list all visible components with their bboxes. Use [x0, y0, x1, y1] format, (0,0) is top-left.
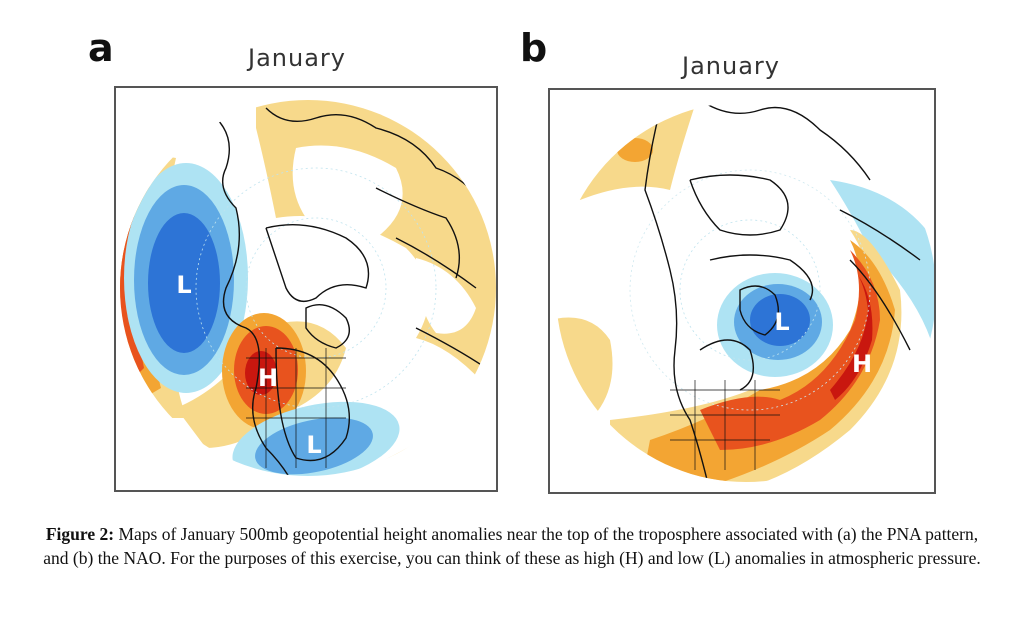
caption-label: Figure 2:: [45, 524, 115, 544]
latitude-line: [195, 167, 437, 409]
nao-map: L H: [556, 102, 934, 482]
anomaly-high-mid: [640, 240, 895, 482]
low-marker: L: [176, 271, 191, 299]
latitude-line: [245, 217, 387, 359]
anomaly-high-mid: [617, 138, 653, 162]
high-marker: H: [852, 350, 872, 378]
anomaly-low-strong: [148, 213, 220, 353]
panel-b-title: January: [682, 52, 780, 80]
coastlines: [644, 102, 921, 482]
neutral-region: [416, 258, 476, 334]
anomaly-high-max: [830, 275, 873, 400]
latitude-line: [679, 219, 821, 361]
anomaly-high-max: [245, 351, 277, 395]
low-marker: L: [774, 308, 789, 336]
panel-b-letter: b: [520, 26, 548, 70]
pna-map: L H L: [120, 100, 496, 476]
high-marker: H: [258, 364, 278, 392]
anomaly-low-light: [830, 180, 934, 350]
state-borders: [246, 348, 346, 468]
panel-a-letter: a: [88, 26, 114, 70]
anomaly-low-strong: [750, 294, 810, 346]
low-marker: L: [306, 431, 321, 459]
neutral-region: [292, 145, 403, 238]
coastlines: [215, 107, 487, 476]
map-panel-a: L H L: [114, 86, 498, 492]
latitude-line: [629, 169, 871, 411]
state-borders: [670, 380, 780, 470]
figure-caption: Figure 2: Maps of January 500mb geopoten…: [40, 522, 984, 570]
map-panel-b: L H: [548, 88, 936, 494]
panel-a-title: January: [248, 44, 346, 72]
caption-text: Maps of January 500mb geopotential heigh…: [43, 524, 981, 568]
